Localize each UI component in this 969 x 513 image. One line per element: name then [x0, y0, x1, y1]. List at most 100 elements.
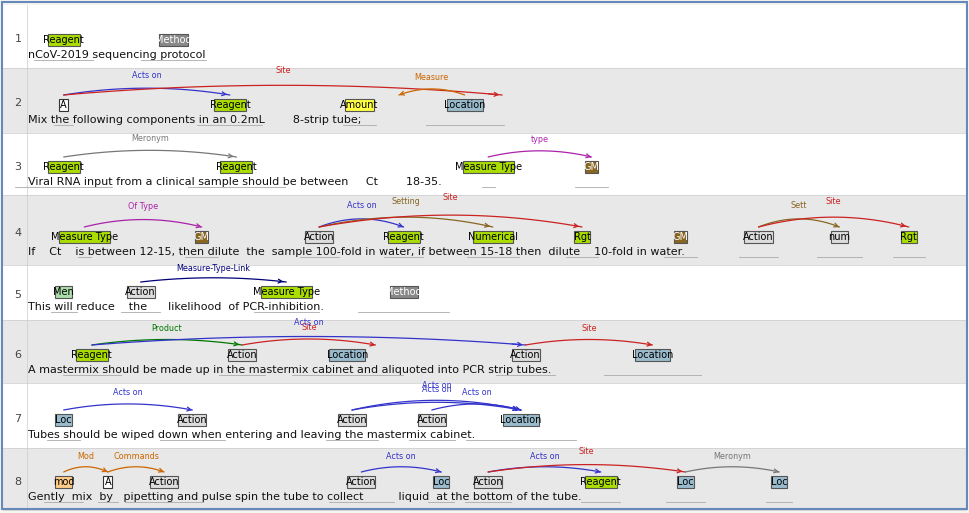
Text: Acts on: Acts on — [422, 381, 452, 390]
Text: Of Type: Of Type — [128, 202, 158, 211]
Text: Meronym: Meronym — [131, 134, 169, 143]
Text: Action: Action — [473, 477, 504, 487]
Text: A mastermix should be made up in the mastermix cabinet and aliquoted into PCR st: A mastermix should be made up in the mas… — [28, 365, 551, 375]
Text: 5: 5 — [15, 290, 21, 301]
Text: Acts on: Acts on — [132, 71, 162, 81]
Text: Method: Method — [386, 287, 422, 297]
Text: Tubes should be wiped down when entering and leaving the mastermix cabinet.: Tubes should be wiped down when entering… — [28, 430, 475, 440]
Text: Measure Type: Measure Type — [253, 287, 320, 297]
FancyBboxPatch shape — [196, 231, 208, 243]
Text: Reagent: Reagent — [216, 162, 257, 172]
FancyBboxPatch shape — [674, 231, 687, 243]
Text: Gently  mix  by   pipetting and pulse spin the tube to collect          liquid  : Gently mix by pipetting and pulse spin t… — [28, 492, 581, 502]
Text: Rgt: Rgt — [900, 232, 918, 242]
FancyBboxPatch shape — [347, 476, 375, 488]
FancyBboxPatch shape — [433, 476, 450, 488]
Text: Action: Action — [336, 415, 367, 425]
FancyBboxPatch shape — [462, 161, 514, 173]
FancyBboxPatch shape — [512, 349, 540, 361]
Text: Setting: Setting — [391, 198, 421, 206]
FancyBboxPatch shape — [474, 476, 502, 488]
FancyBboxPatch shape — [447, 99, 483, 111]
Text: Loc: Loc — [433, 477, 450, 487]
Bar — [3, 265, 966, 320]
FancyBboxPatch shape — [744, 231, 772, 243]
Text: 3: 3 — [15, 162, 21, 172]
Text: nCoV-2019 sequencing protocol: nCoV-2019 sequencing protocol — [28, 50, 205, 60]
Bar — [3, 5, 966, 68]
FancyBboxPatch shape — [160, 34, 188, 46]
Text: Action: Action — [125, 287, 156, 297]
Bar — [3, 448, 966, 510]
Text: Measure Type: Measure Type — [454, 162, 521, 172]
Text: Action: Action — [303, 232, 334, 242]
Text: Acts on: Acts on — [347, 201, 376, 210]
Text: Amount: Amount — [340, 100, 379, 110]
Text: This will reduce    the      likelihood  of PCR-inhibition.: This will reduce the likelihood of PCR-i… — [28, 302, 324, 312]
Text: Action: Action — [346, 477, 377, 487]
Text: Measure Type: Measure Type — [50, 232, 118, 242]
Text: 1: 1 — [15, 34, 21, 45]
Text: Meronym: Meronym — [713, 451, 751, 461]
Text: Acts on: Acts on — [530, 451, 559, 461]
Text: Commands: Commands — [113, 451, 159, 461]
FancyBboxPatch shape — [418, 414, 446, 426]
FancyBboxPatch shape — [55, 414, 72, 426]
FancyBboxPatch shape — [338, 414, 366, 426]
FancyBboxPatch shape — [55, 286, 72, 298]
Bar — [3, 133, 966, 195]
FancyBboxPatch shape — [388, 231, 420, 243]
FancyBboxPatch shape — [104, 476, 112, 488]
FancyBboxPatch shape — [214, 99, 246, 111]
Text: Site: Site — [578, 447, 594, 456]
Text: 8: 8 — [15, 477, 21, 487]
Text: mod: mod — [53, 477, 75, 487]
Text: Reagent: Reagent — [72, 350, 112, 360]
Text: Site: Site — [581, 324, 597, 333]
FancyBboxPatch shape — [390, 286, 418, 298]
Text: A: A — [60, 100, 67, 110]
Text: Site: Site — [826, 198, 841, 206]
FancyBboxPatch shape — [228, 349, 256, 361]
Text: If    Ct    is between 12-15, then dilute  the  sample 100-fold in water, if bet: If Ct is between 12-15, then dilute the … — [28, 247, 685, 257]
Text: Location: Location — [500, 415, 542, 425]
Text: Reagent: Reagent — [383, 232, 424, 242]
Text: Numerical: Numerical — [468, 232, 517, 242]
Text: Mod: Mod — [78, 451, 94, 461]
Text: Measure: Measure — [415, 73, 449, 82]
Bar — [3, 68, 966, 133]
Text: Reagent: Reagent — [44, 162, 84, 172]
Text: Action: Action — [743, 232, 774, 242]
FancyBboxPatch shape — [329, 349, 365, 361]
FancyBboxPatch shape — [305, 231, 333, 243]
FancyBboxPatch shape — [178, 414, 206, 426]
Text: Action: Action — [417, 415, 447, 425]
Bar — [3, 320, 966, 383]
FancyBboxPatch shape — [47, 34, 79, 46]
Text: Viral RNA input from a clinical sample should be between     Ct        18-35.: Viral RNA input from a clinical sample s… — [28, 177, 442, 187]
FancyBboxPatch shape — [221, 161, 253, 173]
Text: Site: Site — [443, 193, 458, 202]
FancyBboxPatch shape — [345, 99, 373, 111]
Text: num: num — [828, 232, 850, 242]
Text: type: type — [531, 134, 548, 144]
Text: Sett: Sett — [791, 201, 807, 210]
Text: GM: GM — [583, 162, 600, 172]
Text: Loc: Loc — [771, 477, 788, 487]
Text: Men: Men — [53, 287, 74, 297]
Text: Acts on: Acts on — [294, 318, 324, 327]
FancyBboxPatch shape — [55, 476, 72, 488]
FancyBboxPatch shape — [261, 286, 312, 298]
FancyBboxPatch shape — [76, 349, 108, 361]
FancyBboxPatch shape — [635, 349, 671, 361]
Text: GM: GM — [194, 232, 209, 242]
Text: Location: Location — [632, 350, 673, 360]
FancyBboxPatch shape — [585, 161, 598, 173]
FancyBboxPatch shape — [585, 476, 616, 488]
Text: A: A — [105, 477, 111, 487]
FancyBboxPatch shape — [47, 161, 79, 173]
FancyBboxPatch shape — [150, 476, 178, 488]
FancyBboxPatch shape — [677, 476, 694, 488]
Text: 4: 4 — [15, 228, 21, 238]
Text: Method: Method — [155, 35, 192, 45]
